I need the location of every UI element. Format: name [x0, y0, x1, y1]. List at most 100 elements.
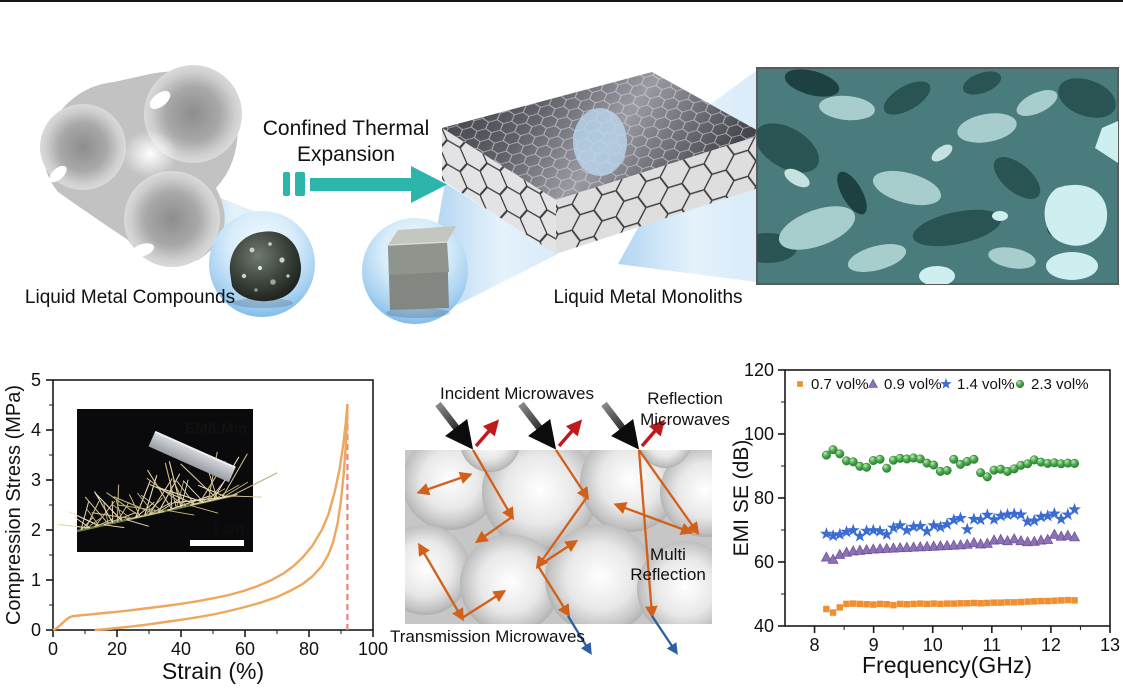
data-point — [1001, 507, 1014, 521]
data-point — [1069, 531, 1081, 542]
data-point — [829, 609, 837, 616]
data-point — [1057, 597, 1065, 604]
data-point — [968, 536, 980, 548]
data-point — [976, 468, 986, 478]
data-point — [940, 378, 952, 389]
data-point — [840, 525, 853, 538]
data-point — [820, 551, 832, 562]
data-point — [821, 450, 831, 460]
legend-label: 1.4 vol% — [957, 376, 1015, 393]
series-0-9-vol- — [820, 528, 1081, 564]
x-tick-label: 60 — [235, 639, 255, 659]
rock-speckles — [241, 242, 290, 292]
microwave-diagram-panel: Incident Microwaves Reflection Microwave… — [390, 384, 730, 655]
multi-reflection-label-line1: Multi — [650, 545, 686, 564]
inset-scalebar-label: 1 cm — [211, 520, 244, 537]
data-point — [1061, 507, 1075, 521]
data-point — [970, 599, 978, 607]
legend-label: 0.9 vol% — [884, 376, 942, 393]
y-tick-label: 2 — [31, 520, 41, 540]
pore-hole-icon — [149, 91, 171, 109]
x-tick-label: 12 — [1041, 635, 1061, 655]
data-point — [826, 529, 840, 542]
y-tick-label: 80 — [754, 488, 774, 508]
data-point — [823, 605, 830, 613]
emi-axis-ticks: 8 9 10 11 12 13 40 60 80 100 120 — [744, 360, 1120, 655]
y-tick-label: 5 — [31, 370, 41, 390]
data-point — [1042, 533, 1054, 544]
emi-legend: 0.7 vol% 0.9 vol% 1.4 vol% 2.3 vol% — [797, 376, 1089, 393]
y-tick-label: 60 — [754, 552, 774, 572]
data-point — [1064, 596, 1072, 604]
data-point — [1037, 597, 1045, 605]
data-point — [856, 600, 864, 608]
series-2-3-vol- — [821, 445, 1080, 482]
data-point — [967, 512, 981, 525]
data-point — [913, 519, 927, 532]
data-point — [1014, 507, 1028, 521]
emi-data-points — [819, 445, 1081, 616]
incident-label: Incident Microwaves — [440, 384, 594, 403]
data-point — [860, 524, 873, 537]
inset-scalebar — [190, 540, 244, 546]
data-point — [835, 449, 845, 459]
data-point — [882, 463, 892, 473]
data-point — [997, 599, 1004, 606]
data-point — [1004, 599, 1011, 606]
data-point — [947, 513, 961, 526]
data-point — [893, 518, 907, 531]
transmission-label: Transmission Microwaves — [390, 627, 585, 646]
pore-hole-icon — [131, 243, 155, 257]
data-point — [977, 600, 984, 607]
inset-sample-label: EM/LMm — [185, 420, 247, 437]
x-tick-label: 40 — [171, 639, 191, 659]
liquid-metal-compound-blob — [40, 65, 242, 267]
stress-y-axis-label: Compression Stress (MPa) — [3, 385, 25, 625]
data-point — [1041, 509, 1055, 522]
data-point — [940, 517, 954, 530]
legend-label: 0.7 vol% — [811, 376, 869, 393]
y-tick-label: 1 — [31, 570, 41, 590]
data-point — [920, 524, 934, 537]
sem-microstructure-image — [756, 67, 1119, 285]
emi-se-chart: 8 9 10 11 12 13 40 60 80 100 120 0.7 vol% 0.9 vol% 1… — [730, 360, 1120, 678]
data-point — [870, 601, 877, 608]
emi-x-axis-label: Frequency(GHz) — [862, 652, 1032, 678]
data-point — [1015, 379, 1025, 389]
data-point — [896, 600, 904, 608]
monoliths-label: Liquid Metal Monoliths — [553, 287, 742, 308]
data-point — [853, 529, 867, 542]
data-point — [819, 527, 833, 540]
stress-curves — [52, 402, 349, 632]
series-1-4-vol- — [819, 502, 1081, 542]
data-point — [994, 509, 1008, 522]
data-point — [963, 600, 971, 607]
y-tick-label: 3 — [31, 470, 41, 490]
data-point — [848, 457, 858, 467]
foxtail-grass — [58, 451, 278, 533]
x-tick-label: 11 — [982, 635, 1001, 655]
reflection-label-line2: Microwaves — [640, 410, 730, 429]
data-point — [876, 600, 884, 608]
emi-plot-frame — [784, 369, 1111, 627]
stress-strain-chart: 0 20 40 60 80 100 0 1 2 3 4 5 Strain (%) Compressio… — [3, 370, 388, 684]
data-point — [923, 600, 931, 608]
compound-photo-lens — [209, 211, 315, 317]
data-point — [883, 601, 890, 608]
data-point — [987, 512, 1001, 525]
top-schematic-panel: Confined Thermal Expansion — [25, 65, 1119, 324]
data-point — [969, 454, 979, 464]
x-tick-label: 10 — [923, 635, 943, 655]
data-point — [1068, 502, 1081, 515]
data-point — [903, 601, 911, 608]
data-point — [828, 445, 838, 455]
process-arrow — [283, 166, 447, 203]
pore-hole-icon — [49, 165, 67, 183]
data-point — [937, 600, 944, 608]
data-point — [949, 454, 959, 464]
data-point — [1071, 597, 1078, 604]
data-point — [995, 533, 1007, 544]
data-point — [929, 460, 939, 470]
data-point — [907, 520, 920, 533]
data-point — [873, 524, 887, 537]
